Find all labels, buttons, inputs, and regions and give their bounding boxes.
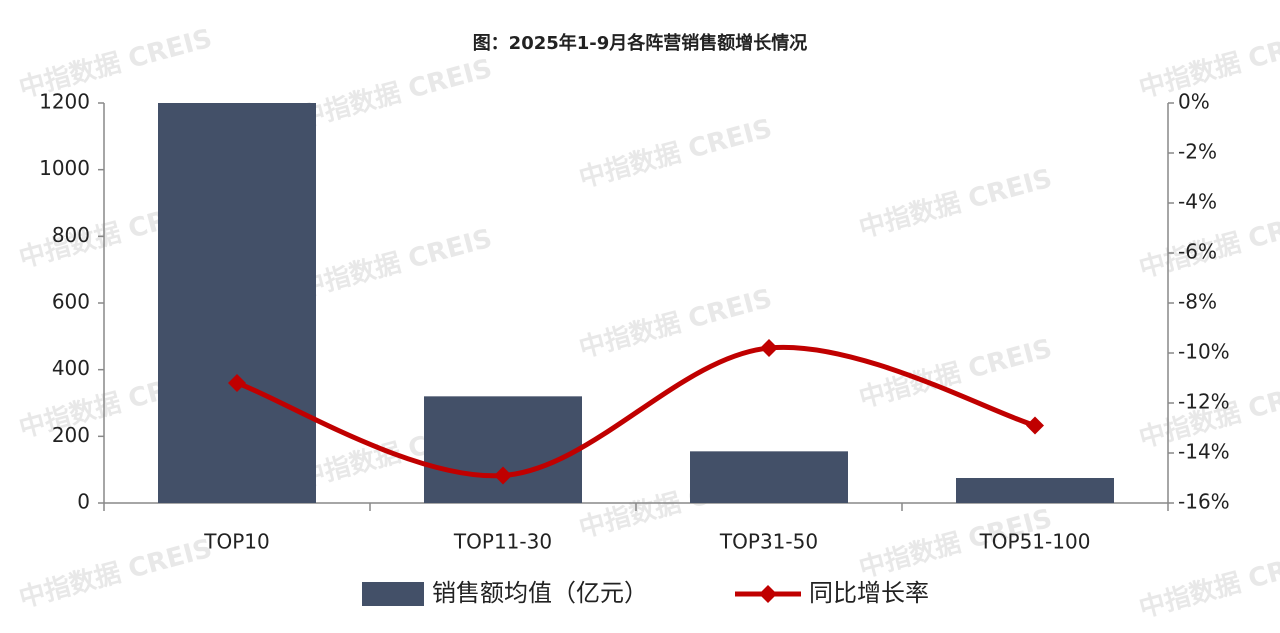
y2-tick-label: -6% [1178,240,1217,264]
legend-swatch [362,582,424,606]
watermark: 中指数据 CREIS [576,114,775,194]
y2-tick-label: -16% [1178,490,1230,514]
chart-title: 图：2025年1-9月各阵营销售额增长情况 [473,32,808,54]
y2-tick-label: -4% [1178,190,1217,214]
y2-tick-label: -10% [1178,340,1230,364]
y-tick-label: 1000 [39,156,90,180]
y2-tick-label: 0% [1178,90,1210,114]
watermark: 中指数据 CREIS [1136,544,1280,624]
legend-label: 同比增长率 [809,579,929,607]
marker [494,466,512,485]
legend-label: 销售额均值（亿元） [432,579,648,607]
watermark: 中指数据 CREIS [296,54,495,134]
y-tick-label: 0 [77,490,90,514]
x-tick-label: TOP51-100 [979,530,1091,554]
bar [158,103,316,503]
bar [690,451,848,503]
bar [424,396,582,503]
line [236,344,1036,479]
watermark: 中指数据 CREIS [856,334,1055,414]
y2-tick-label: -12% [1178,390,1230,414]
x-tick-label: TOP11-30 [453,530,552,554]
marker [1026,416,1044,435]
y-tick-label: 600 [52,290,90,314]
y-tick-label: 1200 [39,90,90,114]
marker [760,339,778,357]
watermark: 中指数据 CREIS [856,164,1055,244]
watermark: 中指数据 CREIS [16,534,215,614]
y-tick-label: 400 [52,356,90,380]
y-tick-label: 200 [52,423,90,447]
marker [228,374,246,392]
bar [956,478,1114,503]
y2-tick-label: -14% [1178,440,1230,464]
legend-marker [759,585,777,603]
x-tick-label: TOP31-50 [719,530,818,554]
y2-tick-label: -2% [1178,140,1217,164]
y2-tick-label: -8% [1178,290,1217,314]
y-tick-label: 800 [52,223,90,247]
watermark: 中指数据 CREIS [296,224,495,304]
x-tick-label: TOP10 [203,530,269,554]
